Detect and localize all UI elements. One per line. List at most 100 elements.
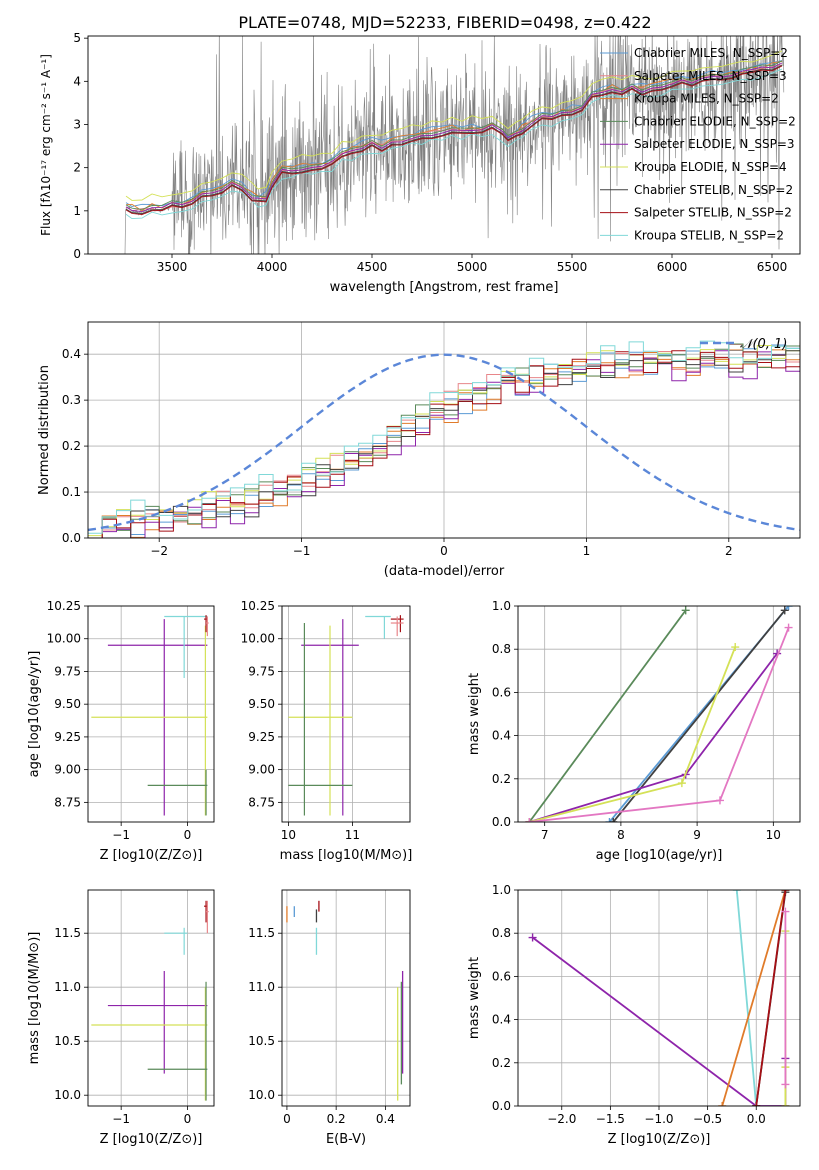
histogram-kroupa_elodie	[88, 345, 800, 537]
legend-label: Salpeter ELODIE, N_SSP=3	[634, 137, 795, 151]
plus-marker-chabrier_stelib	[609, 818, 618, 822]
axes-frame	[87, 889, 215, 1107]
plus-marker-salpeter_stelib	[781, 890, 790, 894]
plus-marker-pink	[781, 907, 790, 916]
model-line-salpeter_elodie	[125, 62, 783, 213]
legend-label: Chabrier MILES, N_SSP=2	[634, 46, 788, 60]
legend-label: Chabrier STELIB, N_SSP=2	[634, 183, 793, 197]
x-tick-label: 0.2	[327, 1112, 346, 1126]
x-axis-label: Z [log10(Z/Z⊙)]	[100, 848, 203, 863]
weight-line-chabrier_stelib	[612, 609, 786, 822]
weight-line-kroupa_elodie	[529, 646, 737, 822]
gaussian-curve	[88, 353, 800, 532]
x-tick-label: −1.5	[596, 1112, 625, 1126]
y-tick-label: 0.0	[492, 815, 511, 829]
plus-marker-kroupa_elodie	[731, 643, 740, 652]
weight-line-kroupa_miles	[721, 890, 787, 1106]
y-tick-label: 1.0	[492, 599, 511, 613]
y-tick-label: 0.8	[492, 926, 511, 940]
plot-area	[91, 900, 209, 1101]
y-tick-label: 9.75	[248, 664, 275, 678]
legend-label: Salpeter MILES, N_SSP=3	[634, 69, 787, 83]
axes-frame	[87, 605, 215, 823]
x-tick-label: 6000	[657, 260, 688, 274]
y-tick-label: 1.0	[492, 883, 511, 897]
legend-label: Kroupa ELODIE, N_SSP=4	[634, 160, 787, 174]
y-tick-label: 1	[73, 204, 81, 218]
y-axis-label: Normed distribution	[37, 365, 52, 495]
model-line-chabrier_elodie	[125, 60, 783, 210]
x-tick-label: 8	[617, 828, 625, 842]
y-tick-label: 0.0	[62, 531, 81, 545]
y-tick-label: 0.4	[62, 347, 81, 361]
axes-frame	[517, 889, 801, 1107]
y-tick-label: 10.25	[241, 599, 275, 613]
legend-label: Chabrier ELODIE, N_SSP=2	[634, 114, 796, 128]
axes-frame	[517, 605, 801, 823]
plus-marker-chabrier_miles	[605, 818, 614, 822]
plot-area	[288, 615, 404, 816]
x-tick-label: −1	[112, 828, 130, 842]
panel-spectrum: 3500 4000 4500 5000 5500 6000 6500 0 1 2 3 4 5 wavele…	[39, 31, 801, 295]
y-tick-label: 0.8	[492, 642, 511, 656]
plot-area	[112, 36, 785, 254]
y-tick-label: 2	[73, 161, 81, 175]
plus-marker-kroupa_miles	[718, 1102, 727, 1106]
y-tick-label: 10.25	[47, 599, 81, 613]
x-axis-label: Z [log10(Z/Z⊙)]	[608, 1132, 711, 1147]
y-tick-label: 0.0	[492, 1099, 511, 1113]
histogram-chabrier_stelib	[88, 350, 800, 538]
plot-area	[91, 615, 209, 816]
panel-age-vs-mass: 10 11 8.75 9.00 9.25 9.50 9.75 10.00 10.25 mass […	[241, 599, 413, 863]
plus-marker-pink	[781, 1080, 790, 1089]
x-tick-label: 0	[283, 1112, 291, 1126]
y-tick-label: 10.5	[54, 1034, 81, 1048]
y-tick-label: 9.25	[54, 730, 81, 744]
y-tick-label: 0.4	[492, 1013, 511, 1027]
axes-frame	[281, 605, 411, 823]
y-tick-label: 5	[73, 31, 81, 45]
x-tick-label: 5000	[457, 260, 488, 274]
legend-label: 𝒩(0, 1)	[740, 337, 787, 352]
model-line-salpeter_stelib	[125, 65, 783, 216]
x-axis-label: mass [log10(M/M⊙)]	[280, 848, 413, 863]
x-axis-label: wavelength [Angstrom, rest frame]	[330, 280, 559, 295]
y-tick-label: 10.5	[248, 1034, 275, 1048]
plot-area	[88, 340, 800, 538]
panel-mass-vs-Z: −1 0 10.0 10.5 11.0 11.5 Z [log10(Z/Z⊙)] mass […	[27, 889, 215, 1147]
y-tick-label: 0.4	[492, 729, 511, 743]
y-tick-label: 11.0	[54, 980, 81, 994]
histogram-salpeter_miles	[88, 341, 800, 538]
plot-area	[528, 890, 790, 1106]
x-tick-label: 0.0	[747, 1112, 766, 1126]
y-tick-label: 11.5	[54, 926, 81, 940]
y-axis-label: mass weight	[467, 957, 482, 1039]
histogram-chabrier_miles	[88, 344, 800, 538]
plus-marker-pink	[525, 818, 534, 822]
y-tick-label: 8.75	[248, 795, 275, 809]
y-axis-label: age [log10(age/yr)]	[27, 651, 42, 778]
y-axis-label: mass [log10(M/M⊙)]	[27, 932, 42, 1065]
weight-line-kroupa_stelib	[735, 890, 758, 1106]
axes-frame	[281, 889, 411, 1107]
y-tick-label: 11.0	[248, 980, 275, 994]
y-tick-label: 10.00	[47, 632, 81, 646]
legend-label: Salpeter STELIB, N_SSP=2	[634, 206, 792, 220]
x-tick-label: 9	[693, 828, 701, 842]
x-axis-label: E(B-V)	[326, 1132, 366, 1147]
panel-weight-vs-Z: −2.0 −1.5 −1.0 −0.5 0.0 0.0 0.2 0.4 0.6 0.8 1.0 Z […	[467, 883, 801, 1147]
panel-weight-vs-age: 7 8 9 10 0.0 0.2 0.4 0.6 0.8 1.0 age [log10(age/yr…	[467, 599, 801, 863]
histogram-kroupa_miles	[88, 349, 800, 538]
model-line-kroupa_stelib	[125, 68, 783, 220]
y-tick-label: 0.1	[62, 485, 81, 499]
plus-marker-pink	[784, 623, 793, 632]
model-line-chabrier_stelib	[125, 64, 783, 215]
plot-area	[525, 606, 793, 822]
plus-marker-kroupa_elodie	[781, 1102, 790, 1106]
plus-marker-chabrier_stelib	[780, 606, 789, 615]
x-tick-label: 0	[184, 1112, 192, 1126]
plus-marker-chabrier_elodie	[681, 606, 690, 615]
x-tick-label: 7	[541, 828, 549, 842]
x-axis-label: age [log10(age/yr)]	[596, 848, 723, 863]
